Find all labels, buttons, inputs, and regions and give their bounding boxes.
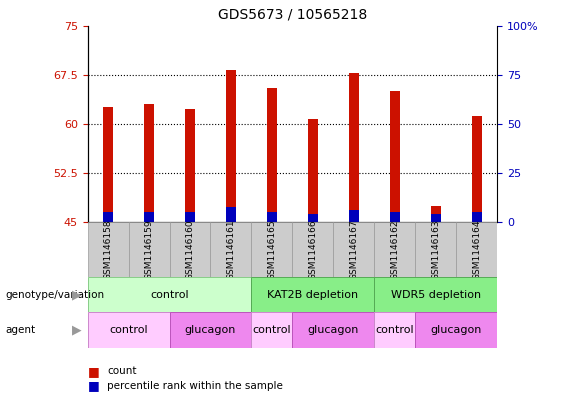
Bar	[457, 222, 497, 277]
Bar	[170, 222, 210, 277]
Text: GSM1146158: GSM1146158	[103, 219, 112, 280]
Bar	[375, 277, 497, 312]
Bar	[103, 107, 113, 222]
Bar	[293, 312, 375, 348]
Text: ■: ■	[88, 365, 99, 378]
Bar	[349, 73, 359, 222]
Text: glucagon: glucagon	[431, 325, 482, 335]
Text: GSM1146161: GSM1146161	[227, 219, 236, 280]
Text: ■: ■	[88, 379, 99, 393]
Bar	[431, 214, 441, 222]
Bar	[251, 312, 293, 348]
Text: GSM1146165: GSM1146165	[267, 219, 276, 280]
Bar	[129, 222, 170, 277]
Text: agent: agent	[6, 325, 36, 335]
Bar	[185, 212, 195, 222]
Bar	[88, 277, 251, 312]
Text: genotype/variation: genotype/variation	[6, 290, 105, 300]
Text: control: control	[376, 325, 414, 335]
Bar	[333, 222, 374, 277]
Bar	[103, 212, 113, 222]
Bar	[390, 91, 400, 222]
Text: GSM1146160: GSM1146160	[185, 219, 194, 280]
Bar	[293, 222, 333, 277]
Bar	[226, 70, 236, 222]
Bar	[415, 222, 457, 277]
Bar	[251, 277, 374, 312]
Text: glucagon: glucagon	[185, 325, 236, 335]
Text: control: control	[150, 290, 189, 300]
Bar	[415, 312, 497, 348]
Bar	[374, 222, 415, 277]
Bar	[251, 222, 293, 277]
Text: GSM1146167: GSM1146167	[349, 219, 358, 280]
Bar	[349, 210, 359, 222]
Text: control: control	[109, 325, 148, 335]
Bar	[472, 212, 482, 222]
Bar	[267, 212, 277, 222]
Bar	[170, 312, 251, 348]
Text: ▶: ▶	[72, 288, 82, 301]
Text: count: count	[107, 366, 137, 376]
Bar	[267, 88, 277, 222]
Bar	[308, 119, 318, 222]
Bar	[431, 206, 441, 222]
Text: GSM1146164: GSM1146164	[472, 219, 481, 280]
Text: GSM1146163: GSM1146163	[431, 219, 440, 280]
Bar	[88, 222, 129, 277]
Bar	[185, 109, 195, 222]
Text: GSM1146162: GSM1146162	[390, 219, 399, 280]
Bar	[226, 207, 236, 222]
Text: GSM1146159: GSM1146159	[145, 219, 154, 280]
Text: glucagon: glucagon	[308, 325, 359, 335]
Text: GSM1146166: GSM1146166	[308, 219, 318, 280]
Bar	[144, 212, 154, 222]
Bar	[211, 222, 251, 277]
Text: WDR5 depletion: WDR5 depletion	[390, 290, 481, 300]
Bar	[472, 116, 482, 222]
Text: KAT2B depletion: KAT2B depletion	[267, 290, 358, 300]
Text: percentile rank within the sample: percentile rank within the sample	[107, 381, 283, 391]
Bar	[375, 312, 415, 348]
Bar	[144, 104, 154, 222]
Bar	[390, 212, 400, 222]
Title: GDS5673 / 10565218: GDS5673 / 10565218	[218, 7, 367, 22]
Text: ▶: ▶	[72, 323, 82, 337]
Bar	[88, 312, 170, 348]
Text: control: control	[253, 325, 291, 335]
Bar	[308, 213, 318, 222]
